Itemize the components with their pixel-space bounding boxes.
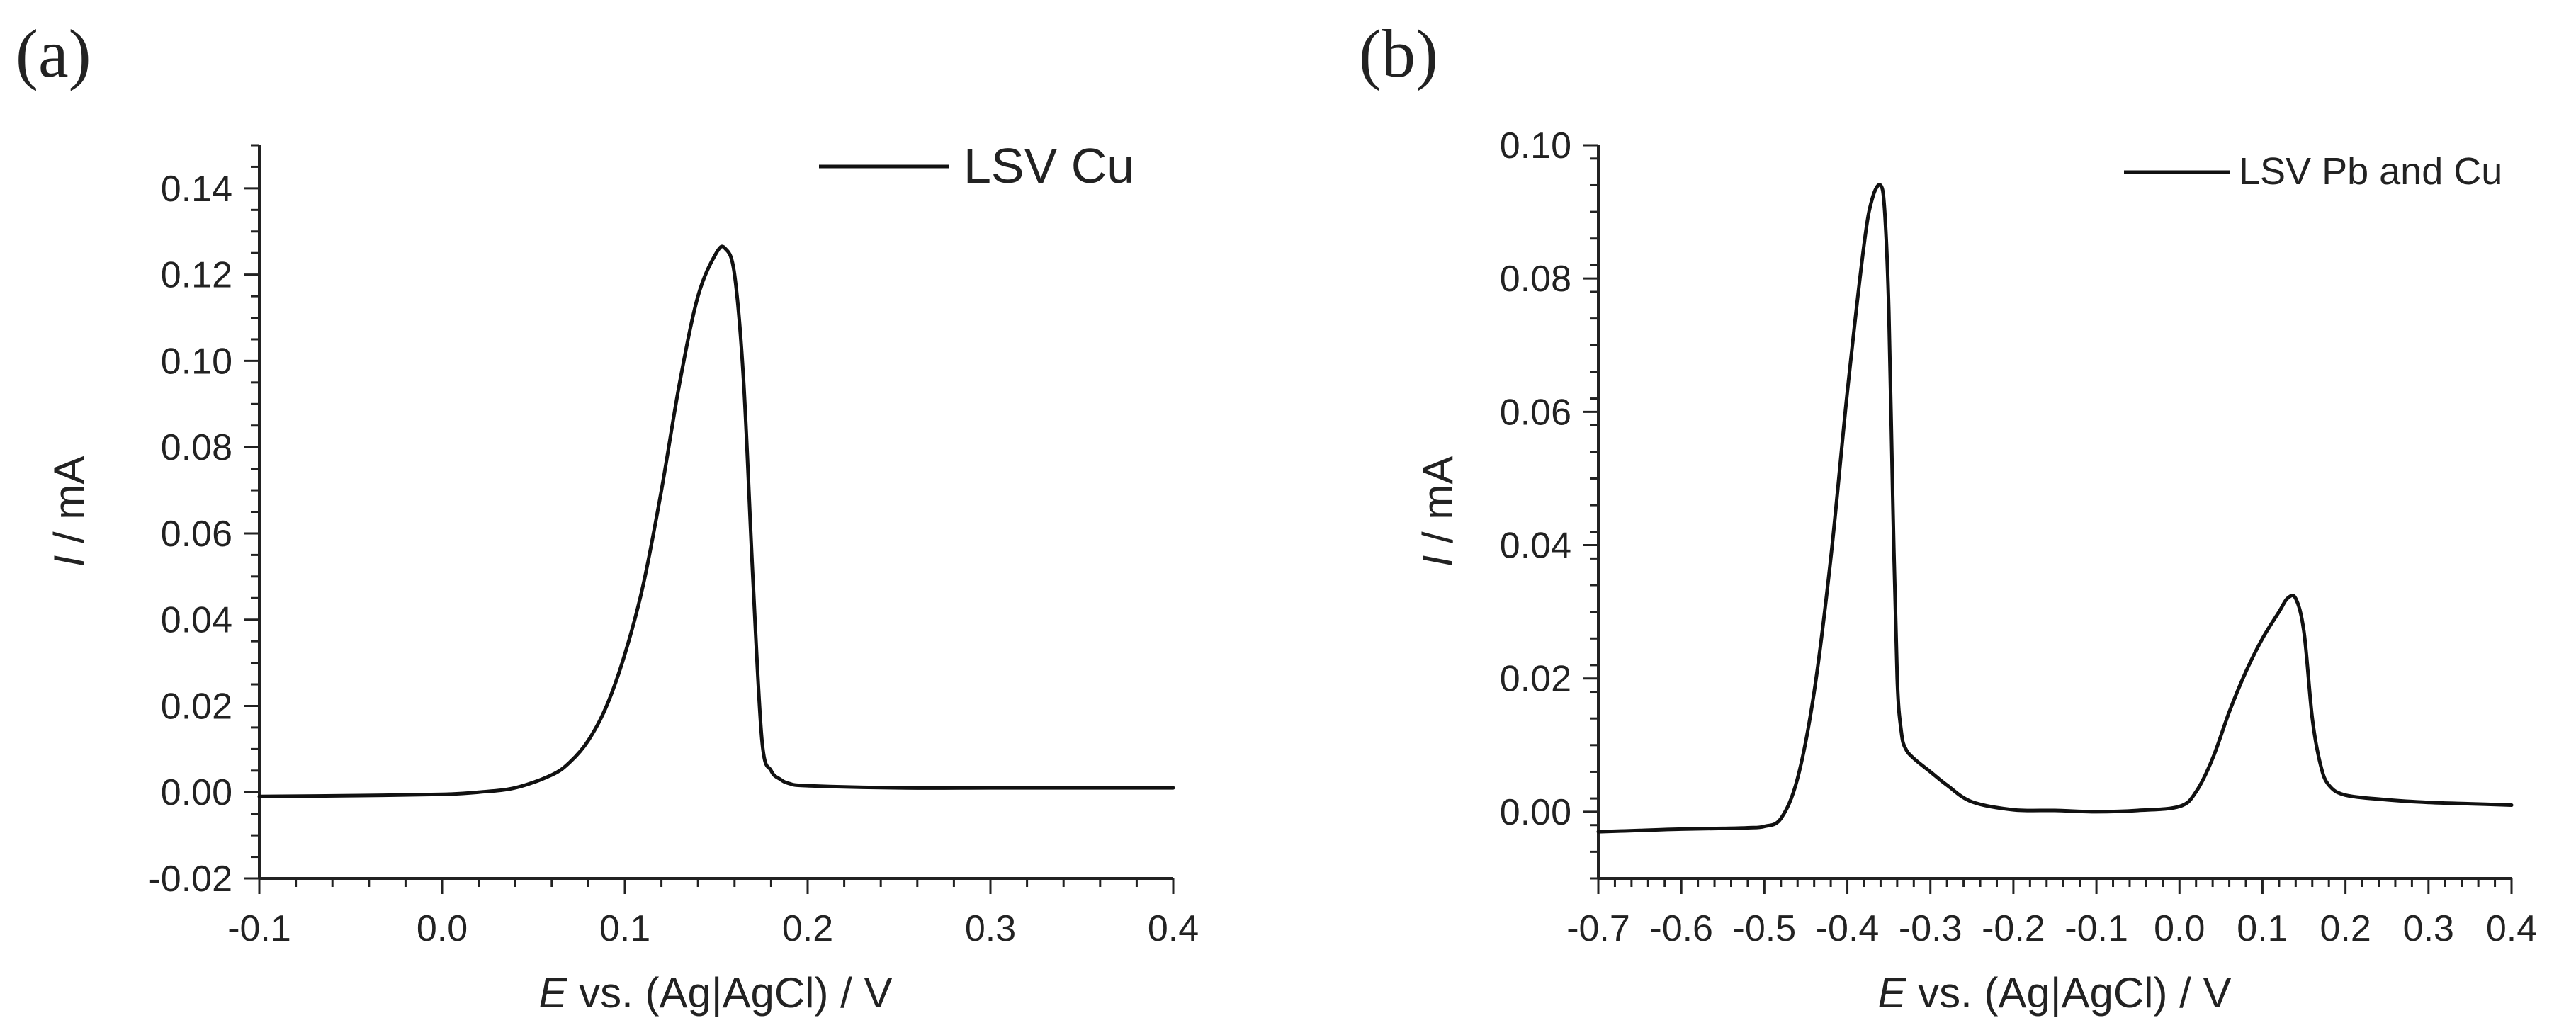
legend-label-b: LSV Pb and Cu [2239,150,2502,193]
x-tick-label: 0.2 [782,908,833,949]
axes-frame-a [258,145,1173,880]
panel-label-a: (a) [16,16,91,91]
x-tick-label: -0.5 [1733,908,1797,949]
x-tick-label: -0.2 [1982,908,2045,949]
x-tick-label: -0.7 [1566,908,1630,949]
y-tick-label: 0.14 [161,169,232,210]
panel-label-b: (b) [1359,16,1438,91]
x-tick-label: 0.1 [599,908,650,949]
y-tick-label: 0.06 [161,514,232,555]
series-line-b [1596,183,2514,834]
x-tick-label: 0.3 [965,908,1016,949]
x-tick-label: 0.2 [2320,908,2371,949]
y-tick-label: 0.02 [161,686,232,727]
y-tick-label: 0.04 [161,600,232,641]
legend-b: LSV Pb and Cu [2124,150,2502,193]
series-line-a [257,244,1175,798]
x-tick-labels-b: -0.7 -0.6 -0.5 -0.4 -0.3 -0.2 -0.1 0.0 0.1 0.2 0.3… [1566,908,2537,949]
chart-panel-b: (b) -0.7 -0.6 -0.5 -0.4 -0.3 -0.2 -0.1 0.0 0.1 0.… [1359,16,2537,1017]
x-tick-label: 0.0 [2154,908,2205,949]
chart-panel-a: (a) -0.1 0.0 0.1 0.2 0.3 0.4 -0.02 0.00 0.02 0.0… [16,16,1199,1017]
y-tick-label: 0.02 [1500,659,1571,700]
x-tick-label: 0.1 [2237,908,2288,949]
y-tick-label: -0.02 [148,859,232,900]
y-tick-label: 0.12 [161,255,232,296]
legend-label-a: LSV Cu [964,138,1134,193]
y-axis-title-b: I / mA [1414,456,1462,567]
x-axis-title-a: E vs. (Ag|AgCl) / V [538,969,892,1017]
y-tick-label: 0.06 [1500,392,1571,433]
x-tick-label: 0.0 [417,908,468,949]
y-tick-label: 0.00 [1500,792,1571,833]
y-tick-label: 0.04 [1500,526,1571,567]
axis-ticks-a [244,144,1175,894]
x-axis-title-b: E vs. (Ag|AgCl) / V [1877,969,2231,1017]
y-tick-labels-a: -0.02 0.00 0.02 0.04 0.06 0.08 0.10 0.12 0.14 [148,169,232,900]
legend-a: LSV Cu [819,138,1134,193]
x-tick-label: -0.3 [1899,908,1962,949]
x-tick-labels-a: -0.1 0.0 0.1 0.2 0.3 0.4 [227,908,1199,949]
x-tick-label: 0.4 [1148,908,1199,949]
x-tick-label: 0.4 [2486,908,2537,949]
y-tick-label: 0.00 [161,772,232,813]
y-tick-label: 0.10 [1500,125,1571,166]
x-tick-label: 0.3 [2403,908,2454,949]
y-tick-labels-b: 0.00 0.02 0.04 0.06 0.08 0.10 [1500,125,1571,833]
axes-frame-b [1597,145,2512,880]
x-tick-label: -0.6 [1649,908,1713,949]
y-tick-label: 0.10 [161,341,232,382]
y-tick-label: 0.08 [1500,259,1571,300]
axis-ticks-b [1583,144,2513,894]
x-tick-label: -0.4 [1816,908,1880,949]
x-tick-label: -0.1 [2064,908,2128,949]
y-tick-label: 0.08 [161,427,232,468]
y-axis-title-a: I / mA [45,456,93,567]
x-tick-label: -0.1 [227,908,291,949]
